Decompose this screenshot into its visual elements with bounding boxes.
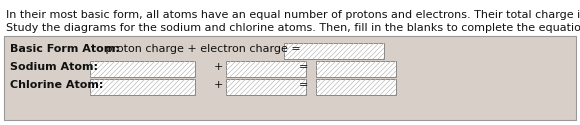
Bar — [316, 61, 396, 77]
Text: Study the diagrams for the sodium and chlorine atoms. Then, fill in the blanks t: Study the diagrams for the sodium and ch… — [6, 23, 580, 33]
Bar — [4, 36, 576, 120]
Text: proton charge + electron charge =: proton charge + electron charge = — [102, 44, 301, 54]
Bar — [90, 79, 195, 95]
Text: =: = — [299, 80, 309, 90]
Text: =: = — [299, 62, 309, 72]
Bar — [226, 79, 306, 95]
Text: In their most basic form, all atoms have an equal number of protons and electron: In their most basic form, all atoms have… — [6, 10, 580, 20]
Bar — [90, 61, 195, 77]
Text: +: + — [214, 62, 223, 72]
Bar — [316, 79, 396, 95]
Text: Chlorine Atom:: Chlorine Atom: — [10, 80, 103, 90]
Text: +: + — [214, 80, 223, 90]
Text: Sodium Atom:: Sodium Atom: — [10, 62, 98, 72]
Bar — [284, 43, 384, 59]
Text: Basic Form Atom:: Basic Form Atom: — [10, 44, 119, 54]
Bar — [226, 61, 306, 77]
